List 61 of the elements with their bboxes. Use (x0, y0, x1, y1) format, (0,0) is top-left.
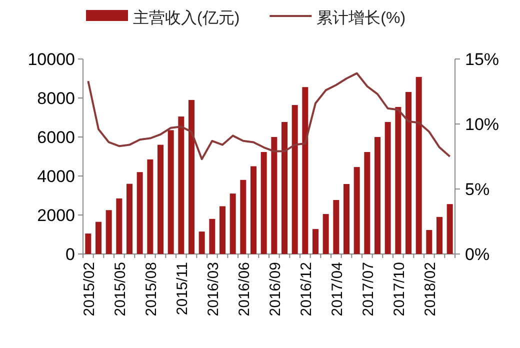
x-tick-label: 2017/10 (391, 262, 408, 316)
bar (292, 105, 298, 254)
bar (240, 180, 246, 254)
y-tick-label: 6000 (37, 128, 75, 147)
bar (436, 216, 442, 254)
x-tick-label: 2016/03 (205, 262, 222, 316)
bar (250, 166, 256, 254)
bar (168, 130, 174, 254)
x-tick-label: 2016/12 (298, 262, 316, 316)
bar (230, 194, 236, 254)
bar (446, 204, 453, 254)
y-tick-label: 2000 (37, 206, 75, 225)
bar (85, 234, 92, 254)
x-tick-label: 2016/09 (267, 262, 284, 316)
bar (364, 152, 370, 254)
y-tick-label: 8000 (37, 89, 75, 108)
x-tick-label: 2015/02 (81, 262, 98, 316)
bar (322, 214, 329, 254)
y2-tick-label: 5% (465, 180, 490, 199)
bar (147, 159, 154, 254)
bar (426, 230, 432, 254)
bar (406, 92, 412, 254)
x-tick-label: 2015/08 (143, 262, 160, 316)
bar (220, 206, 226, 254)
bar (260, 152, 267, 254)
bar (416, 76, 422, 254)
y-tick-label: 10000 (28, 50, 75, 69)
bar (302, 87, 308, 254)
x-tick-label: 2015/11 (174, 262, 192, 316)
bar (354, 167, 360, 254)
bar (271, 137, 278, 254)
bar (395, 106, 402, 254)
bar (282, 122, 288, 254)
legend-label: 主营收入(亿元) (133, 9, 240, 27)
y-tick-label: 0 (66, 245, 75, 264)
bar (188, 100, 194, 254)
y-tick-label: 4000 (37, 167, 75, 186)
x-tick-label: 2018/02 (422, 262, 440, 316)
bar (96, 222, 102, 254)
bar (198, 232, 205, 254)
legend-label: 累计增长(%) (316, 9, 406, 27)
bar (116, 198, 122, 254)
x-tick-label: 2016/06 (236, 262, 254, 316)
bar (106, 210, 112, 254)
y2-tick-label: 0% (465, 245, 490, 264)
bar (136, 172, 143, 254)
line-series (87, 72, 451, 160)
bar (344, 184, 350, 254)
bar (312, 229, 318, 254)
y2-tick-label: 10% (465, 115, 500, 134)
bar (374, 137, 380, 254)
bar (384, 122, 391, 254)
x-tick-label: 2017/07 (360, 262, 378, 316)
bar (333, 200, 340, 254)
bar (178, 116, 184, 254)
x-tick-label: 2017/04 (329, 262, 346, 316)
x-tick-label: 2015/05 (112, 262, 130, 316)
bar (126, 184, 132, 254)
bar (158, 144, 164, 254)
y2-tick-label: 15% (465, 50, 500, 69)
bar (209, 218, 216, 254)
